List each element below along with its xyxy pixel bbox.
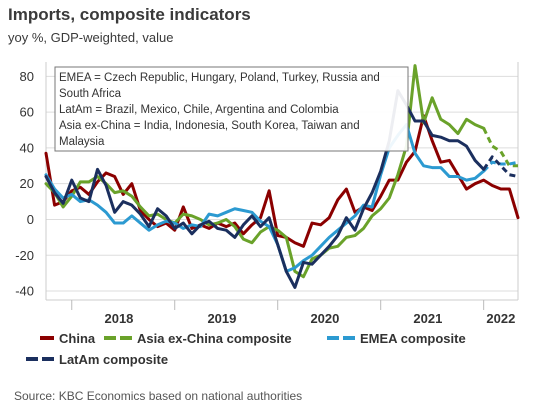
y-tick-label: 40	[20, 140, 34, 155]
chart-title: Imports, composite indicators	[8, 5, 251, 24]
chart-subtitle: yoy %, GDP-weighted, value	[8, 30, 174, 45]
annotation-line: South Africa	[59, 88, 122, 100]
series-line-dashed-2	[482, 160, 519, 173]
legend-label: LatAm composite	[59, 352, 168, 367]
annotation-line: Asia ex-China = India, Indonesia, South …	[59, 120, 360, 132]
y-tick-label: -40	[15, 284, 34, 299]
legend-label: China	[59, 331, 96, 346]
y-tick-label: 80	[20, 69, 34, 84]
annotation-line: EMEA = Czech Republic, Hungary, Poland, …	[59, 72, 380, 84]
x-tick-label: 2021	[413, 311, 442, 326]
annotation-line: Malaysia	[59, 136, 105, 148]
legend-label: EMEA composite	[360, 331, 466, 346]
series-line-dashed-1	[482, 127, 518, 168]
series-line-3	[44, 89, 486, 289]
legend-label: Asia ex-China composite	[137, 331, 292, 346]
x-tick-label: 2020	[310, 311, 339, 326]
annotation-box	[54, 66, 409, 152]
y-tick-label: 0	[27, 212, 34, 227]
y-tick-label: -20	[15, 248, 34, 263]
x-tick-label: 2018	[104, 311, 133, 326]
annotation-line: LatAm = Brazil, Mexico, Chile, Argentina…	[59, 104, 339, 116]
x-tick-label: 2022	[486, 311, 515, 326]
series-line-1	[44, 64, 486, 279]
x-tick-label: 2019	[207, 311, 236, 326]
series-line-dashed-3	[482, 155, 519, 178]
chart-source: Source: KBC Economics based on national …	[14, 389, 303, 403]
y-tick-label: 20	[20, 176, 34, 191]
y-tick-label: 60	[20, 105, 34, 120]
